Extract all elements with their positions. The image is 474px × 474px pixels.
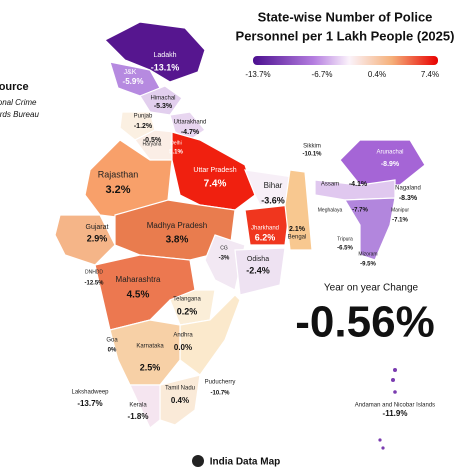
- state-value: 2.5%: [140, 362, 161, 372]
- state-name: Arunachal: [376, 150, 403, 156]
- state-value: -5.3%: [154, 103, 173, 110]
- state-name: Odisha: [247, 256, 269, 263]
- state-value: 4.5%: [127, 290, 150, 301]
- state-value: 0.0%: [174, 343, 192, 352]
- state-name: Ladakh: [154, 52, 177, 59]
- state-value: -4.1%: [349, 181, 368, 188]
- state-value: -8.3%: [399, 195, 418, 202]
- state-name: Assam: [321, 182, 339, 188]
- source-text: National Crime: [0, 98, 37, 107]
- title: Personnel per 1 Lakh People (2025): [236, 28, 455, 43]
- state-name: Tripura: [337, 236, 353, 242]
- source-text: Records Bureau: [0, 110, 39, 119]
- state-value: -11.9%: [383, 409, 408, 418]
- state-name: Andaman and Nicobar Islands: [355, 403, 435, 409]
- state-name: Maharashtra: [116, 275, 161, 284]
- summary-value: -0.56%: [295, 298, 434, 347]
- state-name: Karnataka: [136, 344, 164, 350]
- state-value: -13.1%: [151, 62, 180, 72]
- state-value: -2.4%: [246, 265, 270, 275]
- title: State-wise Number of Police: [258, 9, 433, 24]
- state-value: -3%: [219, 256, 230, 262]
- state-value: -3.6%: [261, 195, 285, 205]
- islands: [378, 368, 397, 450]
- state-value: 2.1%: [289, 226, 306, 233]
- state-name: Madhya Pradesh: [147, 221, 207, 230]
- state-value: 0%: [108, 348, 117, 354]
- state-value: 2.9%: [87, 233, 108, 243]
- state-name: CG: [220, 245, 228, 251]
- state-name: Kerala: [129, 403, 147, 409]
- color-scale: [253, 56, 438, 65]
- legend-tick: 7.4%: [421, 70, 439, 79]
- state-value: -10.7%: [210, 391, 230, 397]
- brand: India Data Map: [210, 457, 281, 468]
- state-name: Bihar: [264, 181, 283, 190]
- state-name: Uttar Pradesh: [193, 167, 236, 174]
- state-name: Nagaland: [395, 186, 421, 192]
- state-name: Haryana: [143, 141, 162, 147]
- state-name: Lakshadweep: [71, 390, 109, 396]
- state-name: Meghalaya: [318, 207, 343, 213]
- legend-tick: -13.7%: [245, 70, 270, 79]
- state-name: Mizoram: [358, 251, 377, 257]
- state-value: -5.9%: [123, 77, 144, 86]
- legend-tick: -6.7%: [312, 70, 333, 79]
- state-name: Himachal: [150, 96, 175, 102]
- state-name: Delhi: [170, 140, 181, 146]
- source-heading: Source: [0, 81, 29, 93]
- state-value: -0.5%: [143, 137, 162, 144]
- state-value: -6.5%: [337, 246, 353, 252]
- state-value: -12.5%: [84, 281, 104, 287]
- state-name: Bengal: [288, 235, 307, 241]
- state-value: 3.8%: [166, 235, 189, 246]
- state-value: 7.4%: [204, 179, 227, 190]
- state-name: Goa: [106, 338, 118, 344]
- state-value: -10.1%: [302, 152, 322, 158]
- state-value: -8.9%: [381, 161, 400, 168]
- state-name: Sikkim: [303, 144, 321, 150]
- summary-label: Year on year Change: [324, 283, 419, 294]
- state-value: -13.7%: [77, 399, 102, 408]
- brand-icon: [192, 455, 204, 467]
- state-name: Gujarat: [86, 224, 109, 231]
- state-name: J&K: [124, 69, 137, 76]
- state-value: -7.1%: [392, 218, 408, 224]
- state-name: Puducherry: [205, 380, 236, 386]
- state-name: DNHDD: [85, 269, 103, 275]
- state-value: -1.2%: [134, 123, 153, 130]
- legend-tick: 0.4%: [368, 70, 386, 79]
- state-value: -4.7%: [181, 129, 200, 136]
- state-value: 0.2%: [177, 306, 198, 316]
- state-name: Rajasthan: [98, 169, 139, 179]
- state-value: -9.5%: [360, 262, 376, 268]
- state-name: Andhra: [173, 333, 193, 339]
- state-value: 0.4%: [171, 396, 189, 405]
- state-value: -7.7%: [352, 208, 368, 214]
- state-name: Uttarakhand: [174, 120, 207, 126]
- state-name: Tamil Nadu: [165, 386, 195, 392]
- state-value: 5.1%: [169, 150, 183, 156]
- state-name: Jharkhand: [251, 226, 279, 232]
- state-name: Manipur: [391, 207, 409, 213]
- state-name: Punjab: [134, 114, 153, 120]
- state-value: -1.8%: [128, 412, 149, 421]
- state-value: 3.2%: [105, 184, 130, 196]
- state-shapes: [54, 21, 426, 429]
- state-name: Telangana: [173, 297, 201, 303]
- state-value: 6.2%: [255, 232, 276, 242]
